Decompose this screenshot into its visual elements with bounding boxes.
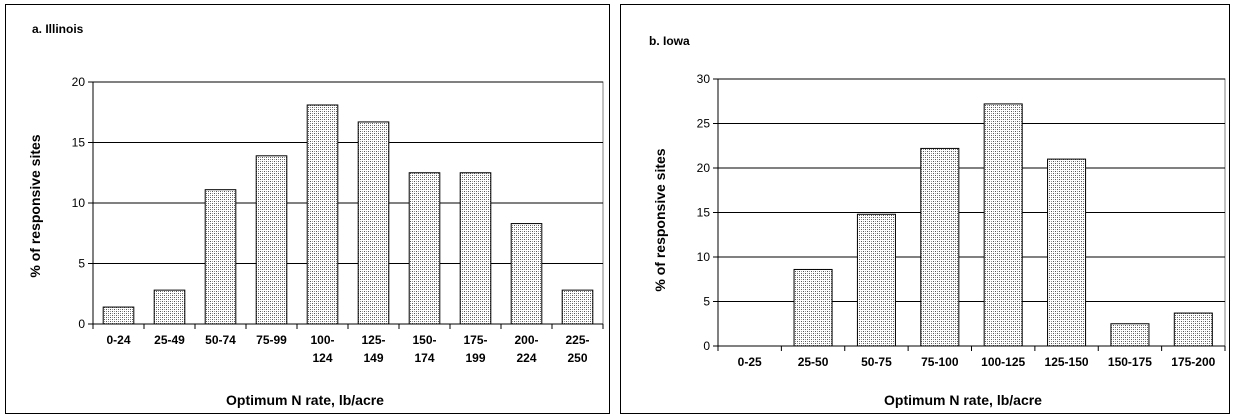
bar xyxy=(408,172,441,325)
chart-title: b. Iowa xyxy=(649,34,690,48)
y-axis-label: % of responsive sites xyxy=(652,148,668,291)
bar xyxy=(510,223,543,325)
bar xyxy=(204,189,237,325)
y-axis-label: % of responsive sites xyxy=(27,134,43,277)
y-tick-label: 15 xyxy=(697,206,711,220)
y-tick-label: 20 xyxy=(72,75,86,89)
x-tick-label: 75-100 xyxy=(921,355,959,369)
bar xyxy=(102,306,135,325)
chart-panel-illinois: a. Illinois Optimum N rate, lb/acre % of… xyxy=(5,4,610,414)
bar xyxy=(1110,323,1150,347)
x-tick-label: 224 xyxy=(516,351,536,365)
x-tick-label: 149 xyxy=(363,351,383,365)
bar xyxy=(357,121,390,325)
x-tick-label: 200- xyxy=(514,333,538,347)
y-tick-label: 10 xyxy=(72,196,86,210)
x-tick-label: 50-74 xyxy=(205,333,236,347)
x-tick-label: 150-175 xyxy=(1108,355,1152,369)
y-tick-label: 0 xyxy=(78,317,85,331)
y-tick-label: 10 xyxy=(697,250,711,264)
x-tick-label: 0-24 xyxy=(106,333,130,347)
x-tick-label: 175-200 xyxy=(1171,355,1215,369)
bar xyxy=(1047,158,1087,347)
x-tick-label: 50-75 xyxy=(861,355,892,369)
bar xyxy=(306,104,339,325)
bar xyxy=(793,268,833,347)
x-tick-label: 150- xyxy=(412,333,436,347)
bar xyxy=(856,213,896,347)
y-tick-label: 5 xyxy=(78,257,85,271)
x-axis-label: Optimum N rate, lb/acre xyxy=(884,392,1042,408)
bar xyxy=(459,172,492,325)
x-axis-label: Optimum N rate, lb/acre xyxy=(226,392,384,408)
chart-title: a. Illinois xyxy=(32,22,84,36)
x-tick-label: 175- xyxy=(463,333,487,347)
x-tick-label: 125-150 xyxy=(1045,355,1089,369)
x-tick-label: 25-49 xyxy=(154,333,185,347)
y-tick-label: 5 xyxy=(703,295,710,309)
bar xyxy=(1173,312,1213,347)
x-tick-label: 100- xyxy=(310,333,334,347)
bar xyxy=(561,289,594,325)
bar xyxy=(920,147,960,347)
x-tick-label: 75-99 xyxy=(256,333,287,347)
x-tick-label: 250 xyxy=(567,351,587,365)
x-tick-label: 225- xyxy=(565,333,589,347)
x-tick-label: 124 xyxy=(312,351,332,365)
y-tick-label: 15 xyxy=(72,136,86,150)
bar xyxy=(255,155,288,325)
y-tick-label: 25 xyxy=(697,117,711,131)
x-tick-label: 125- xyxy=(361,333,385,347)
x-tick-label: 174 xyxy=(414,351,434,365)
y-tick-label: 20 xyxy=(697,161,711,175)
bar xyxy=(983,103,1023,347)
bar xyxy=(153,289,186,325)
y-tick-label: 30 xyxy=(697,72,711,86)
x-tick-label: 0-25 xyxy=(738,355,762,369)
chart-panel-iowa: b. Iowa Optimum N rate, lb/acre % of res… xyxy=(620,4,1230,414)
x-tick-label: 100-125 xyxy=(981,355,1025,369)
x-tick-label: 199 xyxy=(465,351,485,365)
chart-iowa: b. Iowa Optimum N rate, lb/acre % of res… xyxy=(649,34,1226,408)
y-tick-label: 0 xyxy=(703,339,710,353)
x-tick-label: 25-50 xyxy=(798,355,829,369)
chart-illinois: a. Illinois Optimum N rate, lb/acre % of… xyxy=(27,22,604,408)
